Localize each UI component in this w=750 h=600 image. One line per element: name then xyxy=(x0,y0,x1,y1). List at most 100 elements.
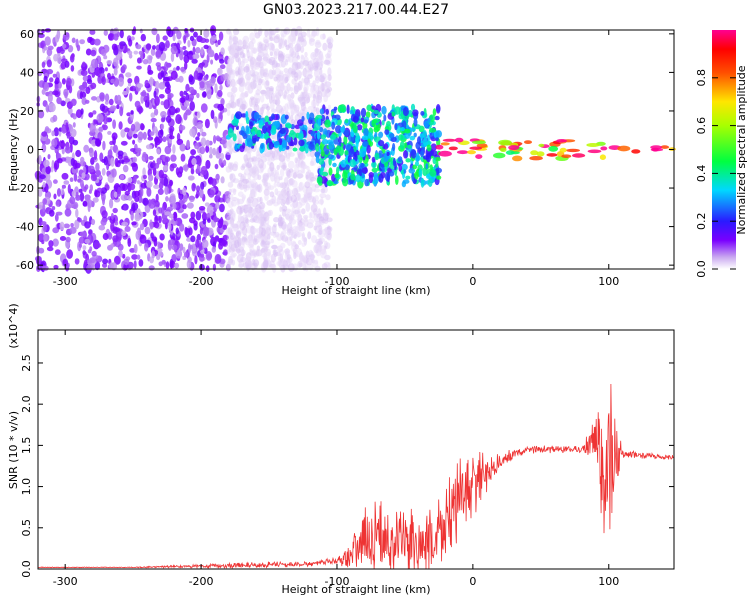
spectrogram-cell xyxy=(120,129,126,138)
spectrogram-cell xyxy=(372,119,378,124)
spectrogram-cell xyxy=(56,29,61,40)
spectrogram-cell xyxy=(273,217,280,223)
spectrogram-cell xyxy=(187,256,192,264)
spectrogram-cell xyxy=(231,119,238,126)
spectrogram-cell xyxy=(170,154,177,162)
spectrogram-cell xyxy=(285,212,293,221)
spectrogram-cell xyxy=(259,89,267,95)
spectrogram-cell xyxy=(71,190,77,197)
y-tick-label: 0.0 xyxy=(20,560,33,578)
spectrogram-cell xyxy=(361,173,365,179)
spectrogram-cell xyxy=(322,42,328,51)
spectrogram-cell xyxy=(373,127,380,133)
spectrogram-cell xyxy=(276,196,282,205)
spectrogram-cell xyxy=(94,138,100,147)
spectrogram-cell xyxy=(107,232,113,240)
spectrogram-cell xyxy=(88,229,93,235)
spectrogram-cell xyxy=(218,31,224,41)
spectrogram-cell xyxy=(167,92,174,99)
spectrogram-cell xyxy=(103,115,108,125)
spectrogram-cell xyxy=(258,78,263,84)
spectrogram-cell xyxy=(262,36,270,44)
spectrogram-cell xyxy=(415,152,420,163)
spectrogram-cell xyxy=(251,166,257,175)
spectrogram-cell xyxy=(275,104,283,114)
spectrogram-cell xyxy=(265,80,270,86)
spectrogram-cell xyxy=(98,224,106,231)
spectrogram-cell xyxy=(154,141,158,148)
spectrogram-cell xyxy=(310,63,316,70)
spectrogram-cell xyxy=(210,51,215,58)
spectrogram-cell xyxy=(213,237,221,242)
spectrogram-cell xyxy=(226,69,233,75)
spectrogram-cell xyxy=(158,181,164,190)
spectrogram-cell xyxy=(226,108,231,116)
spectrogram-cell xyxy=(42,203,46,213)
spectrogram-cell xyxy=(76,109,82,119)
spectrogram-cell xyxy=(117,150,124,157)
spectrogram-cell xyxy=(53,193,57,200)
spectrogram-cell xyxy=(130,210,134,221)
spectrogram-cell xyxy=(217,103,224,111)
spectrogram-cell xyxy=(158,41,166,52)
spectrogram-cell xyxy=(308,143,315,150)
spectrogram-cell xyxy=(162,136,167,143)
spectrogram-cell xyxy=(289,32,296,42)
spectrogram-cell xyxy=(206,253,213,259)
spectrogram-cell xyxy=(283,177,289,187)
spectrogram-cell xyxy=(108,98,114,106)
spectrogram-cell xyxy=(135,230,141,241)
spectrogram-cell xyxy=(94,190,101,198)
spectrogram-cell xyxy=(120,140,128,146)
spectrogram-cell xyxy=(279,75,286,85)
spectrogram-cell xyxy=(84,221,91,229)
spectrogram-cell xyxy=(572,153,586,158)
spectrogram-cell xyxy=(324,229,332,234)
spectrogram-cell xyxy=(258,119,264,126)
spectrogram-cell xyxy=(226,91,233,98)
spectrogram-cell xyxy=(229,162,234,171)
spectrogram-cell xyxy=(193,31,198,38)
spectrogram-cell xyxy=(378,131,384,138)
spectrogram-cell xyxy=(182,204,187,210)
spectrogram-cell xyxy=(358,168,363,177)
spectrogram-cell xyxy=(187,40,191,48)
spectrogram-cell xyxy=(53,264,59,270)
spectrogram-cell xyxy=(291,70,297,75)
spectrogram-cell xyxy=(435,157,441,162)
spectrogram-cell xyxy=(218,118,222,124)
x-tick-label: -300 xyxy=(53,575,78,588)
spectrogram-cell xyxy=(49,77,54,83)
spectrogram-cell xyxy=(172,144,176,154)
spectrogram-cell xyxy=(136,83,144,88)
spectrogram-cell xyxy=(42,198,48,205)
spectrogram-cell xyxy=(195,238,200,248)
spectrogram-cell xyxy=(381,105,387,115)
spectrogram-cell xyxy=(210,76,216,84)
spectrogram-cell xyxy=(260,95,265,103)
spectrogram-cell xyxy=(48,102,56,113)
spectrogram-cell xyxy=(227,76,231,85)
spectrogram-cell xyxy=(274,99,279,104)
spectrogram-cell xyxy=(62,32,70,41)
spectrogram-cell xyxy=(269,30,276,36)
spectrogram-cell xyxy=(325,194,331,201)
spectrogram-cell xyxy=(61,172,69,180)
y-tick-label: 40 xyxy=(20,66,34,79)
spectrogram-cell xyxy=(195,47,201,54)
spectrogram-cell xyxy=(363,119,369,124)
spectrogram-cell xyxy=(71,37,76,44)
spectrogram-cell xyxy=(338,136,342,144)
spectrogram-cell xyxy=(114,255,121,265)
spectrogram-cell xyxy=(130,148,137,152)
spectrogram-cell xyxy=(160,111,167,118)
spectrogram-cell xyxy=(244,90,249,98)
spectrogram-cell xyxy=(70,128,77,138)
spectrogram-cell xyxy=(228,193,234,199)
spectrogram-cell xyxy=(119,174,125,180)
spectrogram-cell xyxy=(326,181,334,187)
spectrogram-cell xyxy=(327,67,332,77)
spectrogram-cell xyxy=(280,230,287,236)
spectrogram-cell xyxy=(402,179,410,184)
spectrogram-cell xyxy=(263,259,269,268)
